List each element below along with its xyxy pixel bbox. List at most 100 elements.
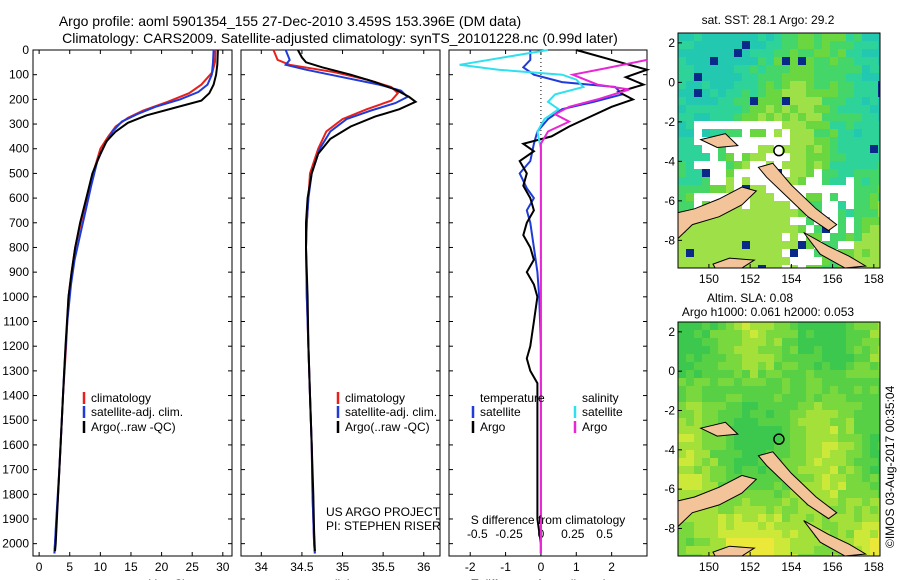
map-cell [790, 265, 798, 268]
x-tick-label: 0 [538, 560, 545, 574]
map-cell [790, 177, 798, 185]
map-cell [854, 193, 862, 201]
map-cell [742, 506, 750, 514]
map-cell [702, 466, 710, 474]
map-cell [846, 458, 854, 466]
map-cell [726, 97, 734, 105]
map-cell [790, 153, 798, 161]
map-cell [734, 418, 742, 426]
map-y-tick-label: 2 [668, 325, 675, 339]
map-cell [710, 81, 718, 89]
map-cell [750, 458, 758, 466]
map-cell [758, 322, 766, 330]
map-cell [710, 442, 718, 450]
land-polygon [712, 545, 756, 556]
map-cell [814, 265, 822, 268]
map-cell [838, 322, 846, 330]
map-cell [726, 225, 734, 233]
map-cell [766, 185, 774, 193]
map-cell [814, 225, 822, 233]
map-cell [774, 426, 782, 434]
map-cell [726, 209, 734, 217]
map-cell [718, 145, 726, 153]
x-tick-label: 20 [155, 560, 169, 574]
map-cell [806, 370, 814, 378]
map-cell [758, 145, 766, 153]
map-cell [702, 362, 710, 370]
map-cell [814, 442, 822, 450]
map-cell [846, 225, 854, 233]
map-cell [790, 129, 798, 137]
map-cell [790, 394, 798, 402]
map-cell [854, 121, 862, 129]
map-cell [870, 442, 878, 450]
map-cell [822, 330, 830, 338]
map-cell [742, 177, 750, 185]
map-cell [742, 153, 750, 161]
map-cell [766, 442, 774, 450]
map-cell [862, 434, 870, 442]
map-cell [702, 450, 710, 458]
map-cell [862, 386, 870, 394]
map-cell [830, 169, 838, 177]
map-cell [870, 185, 878, 193]
map-cell [742, 217, 750, 225]
map-cell [822, 410, 830, 418]
map-cell [822, 113, 830, 121]
map-cell [814, 522, 822, 530]
map-cell [862, 105, 870, 113]
map-cell [814, 458, 822, 466]
map-cell [862, 193, 870, 201]
map-cell [822, 490, 830, 498]
map-cell [862, 442, 870, 450]
map-cell [686, 97, 694, 105]
map-cell [870, 330, 878, 338]
map-cell [782, 257, 790, 265]
map-cell [822, 233, 830, 241]
map-cell [846, 442, 854, 450]
map-cell [822, 41, 830, 49]
map-cell [798, 338, 806, 346]
map-cell [822, 514, 830, 522]
map-cell [734, 81, 742, 89]
map-cell [814, 57, 822, 65]
map-cell [806, 474, 814, 482]
map-cell [750, 225, 758, 233]
map-cell [814, 354, 822, 362]
map-cell [750, 257, 758, 265]
map-cell [846, 522, 854, 530]
map-cell [766, 113, 774, 121]
map-cell [830, 89, 838, 97]
map-cell [742, 330, 750, 338]
map-cell [878, 330, 880, 338]
map-cell [854, 322, 862, 330]
map-cell [830, 530, 838, 538]
map-cell [782, 426, 790, 434]
land-polygon [757, 451, 838, 520]
depth-tick-label: 900 [9, 265, 29, 279]
map-cell [686, 137, 694, 145]
map-cell [710, 257, 718, 265]
map-cell [678, 402, 686, 410]
map-cell [782, 241, 790, 249]
map-cell [734, 233, 742, 241]
map-cell [758, 546, 766, 554]
map-cell [806, 394, 814, 402]
project-annotation: US ARGO PROJECT [326, 505, 441, 519]
map-cell [782, 137, 790, 145]
map-cell [758, 466, 766, 474]
map-cell [862, 482, 870, 490]
map-cell [726, 217, 734, 225]
map-cell [790, 201, 798, 209]
map-cell [846, 354, 854, 362]
map-cell [814, 201, 822, 209]
map-cell [846, 466, 854, 474]
map-cell [878, 450, 880, 458]
map-cell [694, 466, 702, 474]
map-cell [774, 322, 782, 330]
map-cell [694, 97, 702, 105]
map-cell [838, 338, 846, 346]
map-cell [814, 490, 822, 498]
map-cell [710, 177, 718, 185]
map-cell [766, 538, 774, 546]
